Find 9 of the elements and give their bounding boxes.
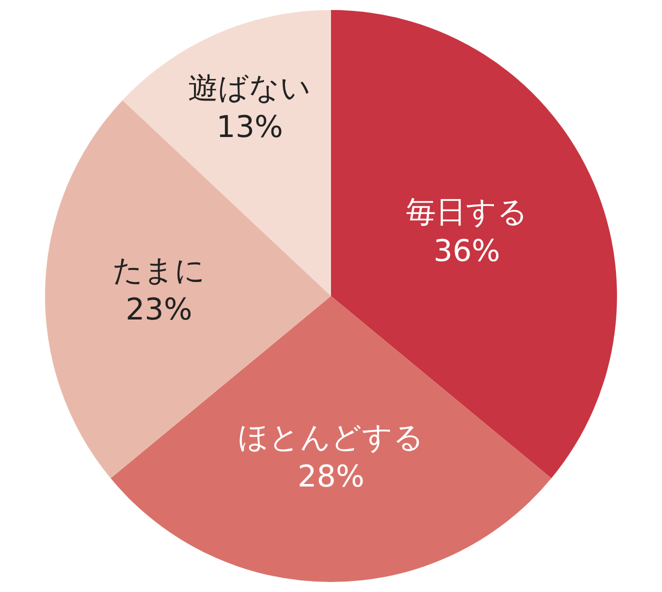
data-label: 36% xyxy=(434,234,500,270)
data-label: 28% xyxy=(298,460,364,495)
pie-slice xyxy=(110,296,552,582)
slice-label: 遊ばない xyxy=(188,71,312,106)
slice-label: 毎日する xyxy=(406,195,528,230)
data-label: 13% xyxy=(216,110,284,146)
data-label: 23% xyxy=(126,292,192,328)
slice-label: たまに xyxy=(112,254,206,289)
slice-label: ほとんどする xyxy=(238,420,424,456)
